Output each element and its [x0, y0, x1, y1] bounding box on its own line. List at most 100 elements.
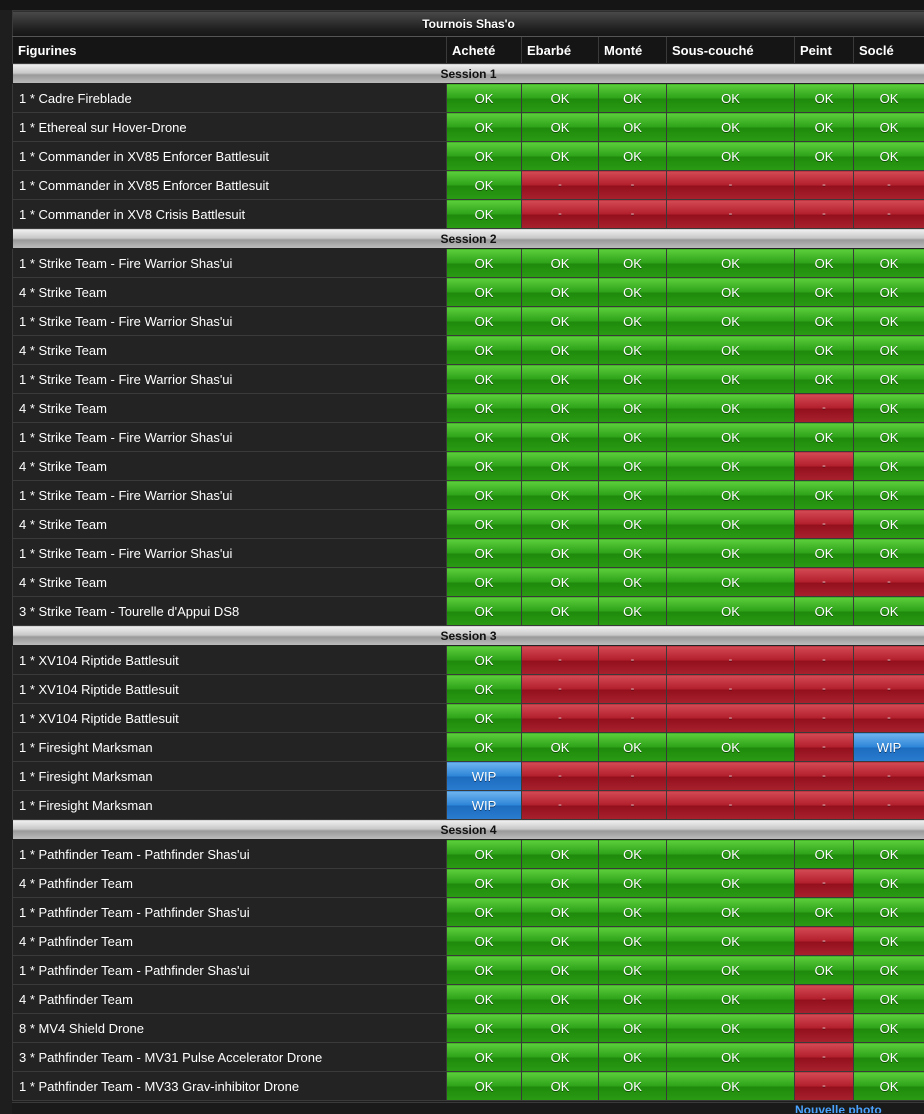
status-cell: OK: [447, 200, 522, 229]
status-cell: OK: [854, 423, 924, 452]
figurine-name: 4 * Strike Team: [13, 278, 447, 307]
status-cell: OK: [854, 840, 924, 869]
status-cell: -: [599, 171, 667, 200]
status-cell: OK: [795, 249, 854, 278]
status-cell: OK: [667, 1072, 795, 1101]
status-cell: OK: [522, 336, 599, 365]
status-cell: OK: [599, 510, 667, 539]
status-cell: OK: [447, 113, 522, 142]
table-row: 1 * Strike Team - Fire Warrior Shas'ui OK…: [13, 365, 924, 394]
status-cell: -: [854, 200, 924, 229]
status-cell: OK: [599, 307, 667, 336]
header-figurines: Figurines: [13, 37, 447, 64]
status-cell: OK: [667, 898, 795, 927]
status-cell: OK: [667, 927, 795, 956]
status-cell: OK: [854, 510, 924, 539]
status-cell: OK: [667, 452, 795, 481]
figurine-name: 1 * Cadre Fireblade: [13, 84, 447, 113]
status-cell: OK: [795, 307, 854, 336]
status-cell: OK: [854, 1072, 924, 1101]
status-cell: OK: [447, 336, 522, 365]
status-cell: -: [795, 568, 854, 597]
status-cell: OK: [795, 539, 854, 568]
status-cell: OK: [522, 956, 599, 985]
table-title: Tournois Shas'o: [13, 11, 924, 37]
status-cell: OK: [522, 733, 599, 762]
status-cell: OK: [447, 394, 522, 423]
status-cell: -: [795, 394, 854, 423]
status-cell: OK: [599, 927, 667, 956]
table-row: 1 * Strike Team - Fire Warrior Shas'ui OK…: [13, 481, 924, 510]
status-cell: OK: [447, 646, 522, 675]
status-cell: OK: [599, 394, 667, 423]
status-cell: OK: [599, 898, 667, 927]
status-cell: OK: [447, 704, 522, 733]
figurine-name: 1 * Firesight Marksman: [13, 733, 447, 762]
table-title-row: Tournois Shas'o: [13, 11, 924, 37]
status-cell: -: [667, 791, 795, 820]
status-cell: -: [795, 762, 854, 791]
header-sous-couche: Sous-couché: [667, 37, 795, 64]
status-cell: OK: [447, 84, 522, 113]
table-row: 1 * Pathfinder Team - MV33 Grav-inhibito…: [13, 1072, 924, 1101]
status-cell: OK: [522, 365, 599, 394]
table-row: 3 * Pathfinder Team - MV31 Pulse Acceler…: [13, 1043, 924, 1072]
status-cell: OK: [522, 869, 599, 898]
status-cell: OK: [795, 481, 854, 510]
status-cell: -: [522, 791, 599, 820]
status-cell: OK: [599, 539, 667, 568]
header-socle: Soclé: [854, 37, 924, 64]
figurine-name: 1 * Strike Team - Fire Warrior Shas'ui: [13, 365, 447, 394]
status-cell: OK: [854, 113, 924, 142]
status-cell: -: [522, 646, 599, 675]
status-cell: OK: [599, 597, 667, 626]
status-cell: OK: [599, 840, 667, 869]
figurine-name: 1 * Strike Team - Fire Warrior Shas'ui: [13, 481, 447, 510]
status-cell: OK: [667, 597, 795, 626]
status-cell: OK: [667, 1014, 795, 1043]
status-cell: OK: [447, 171, 522, 200]
table-row: 1 * Commander in XV85 Enforcer Battlesui…: [13, 171, 924, 200]
status-cell: OK: [667, 249, 795, 278]
status-cell: -: [522, 704, 599, 733]
status-cell: OK: [854, 336, 924, 365]
figurine-name: 4 * Strike Team: [13, 394, 447, 423]
status-cell: -: [599, 704, 667, 733]
status-cell: OK: [447, 869, 522, 898]
session-header-row: Session 4: [13, 820, 924, 840]
footer-link[interactable]: Nouvelle photo: [795, 1104, 882, 1113]
status-cell: OK: [522, 840, 599, 869]
status-cell: -: [795, 927, 854, 956]
status-cell: OK: [795, 365, 854, 394]
status-cell: OK: [667, 365, 795, 394]
status-cell: OK: [522, 113, 599, 142]
table-row: 1 * Strike Team - Fire Warrior Shas'ui OK…: [13, 307, 924, 336]
status-cell: OK: [667, 142, 795, 171]
figurine-name: 1 * Strike Team - Fire Warrior Shas'ui: [13, 423, 447, 452]
status-cell: OK: [854, 307, 924, 336]
figurine-name: 1 * XV104 Riptide Battlesuit: [13, 704, 447, 733]
status-cell: WIP: [447, 791, 522, 820]
status-cell: OK: [447, 568, 522, 597]
status-cell: -: [667, 171, 795, 200]
figurine-name: 1 * XV104 Riptide Battlesuit: [13, 675, 447, 704]
status-cell: OK: [447, 985, 522, 1014]
figurine-name: 4 * Pathfinder Team: [13, 927, 447, 956]
status-cell: OK: [522, 539, 599, 568]
status-cell: -: [667, 762, 795, 791]
figurine-name: 1 * Strike Team - Fire Warrior Shas'ui: [13, 307, 447, 336]
status-cell: -: [795, 200, 854, 229]
status-cell: -: [667, 646, 795, 675]
figurine-name: 4 * Pathfinder Team: [13, 869, 447, 898]
status-cell: OK: [447, 1043, 522, 1072]
status-cell: OK: [599, 278, 667, 307]
